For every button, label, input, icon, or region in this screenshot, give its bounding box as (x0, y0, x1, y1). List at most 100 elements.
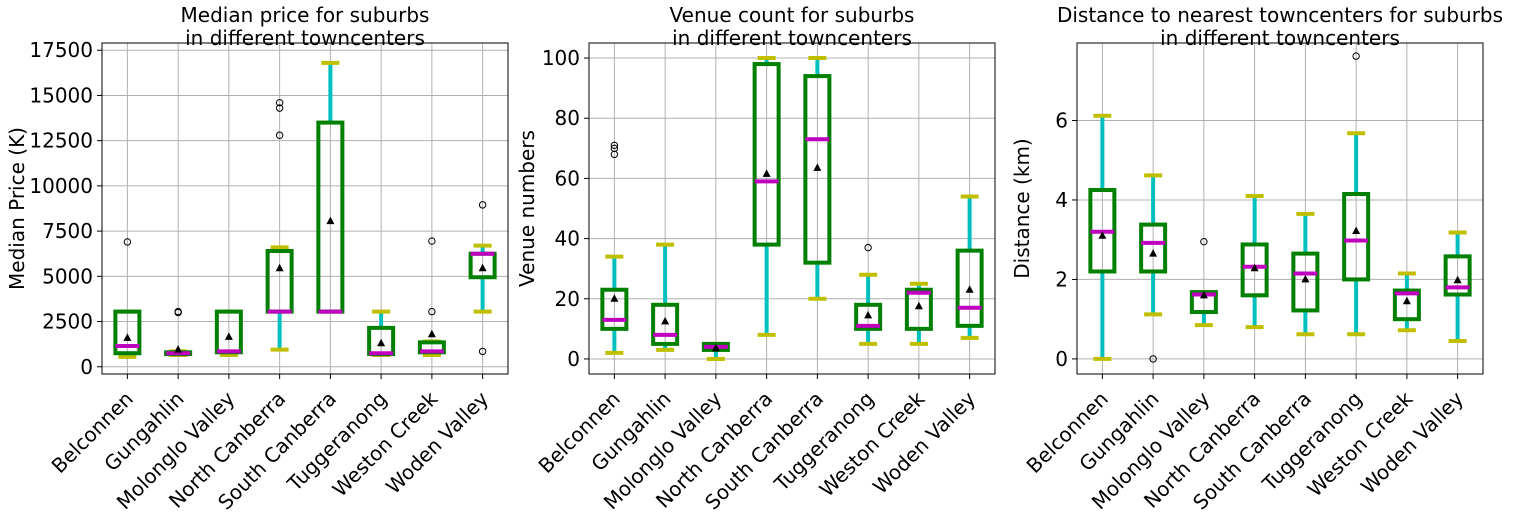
outlier-point (478, 347, 487, 356)
mean-marker (1301, 274, 1310, 283)
outlier-point (428, 237, 436, 245)
mean-marker (711, 343, 720, 352)
box-group (1139, 173, 1168, 363)
mean-marker (478, 263, 487, 272)
chart-title-line1: Venue count for suburbs (670, 3, 915, 27)
mean-marker (864, 310, 873, 319)
mean-marker (965, 285, 974, 293)
mean-marker (1149, 249, 1158, 257)
box-group (651, 242, 680, 352)
iqr-box (854, 302, 883, 331)
subplot-1: 025005000750010000125001500017500Belconn… (5, 3, 509, 514)
y-tick-label: 12500 (29, 129, 93, 153)
iqr-box (651, 302, 680, 346)
box-group (803, 56, 832, 301)
y-tick-label: 0 (80, 355, 93, 379)
box-group (1189, 237, 1218, 328)
outlier-point (275, 131, 284, 139)
box-group (1291, 211, 1320, 337)
iqr-box (752, 62, 781, 247)
axes-frame (1076, 42, 1484, 375)
y-tick-label: 5000 (42, 264, 93, 288)
box-group (417, 237, 446, 358)
mean-marker (1199, 290, 1208, 299)
box-group (113, 238, 142, 359)
chart-title-line2: in different towncenters (672, 26, 912, 50)
iqr-box (1443, 254, 1472, 297)
mean-marker (377, 338, 386, 347)
mean-marker (1453, 275, 1462, 284)
y-axis-label: Distance (km) (1010, 138, 1034, 278)
outlier-point (1200, 237, 1208, 246)
axes-frame (588, 42, 996, 375)
mean-marker (762, 169, 771, 177)
y-tick-label: 20 (555, 287, 580, 311)
y-tick-label: 2500 (42, 310, 93, 334)
mean-marker (224, 332, 233, 340)
outlier-point (174, 308, 182, 317)
y-tick-label: 0 (567, 347, 580, 371)
box-group (701, 341, 730, 361)
box-group (600, 141, 629, 355)
y-tick-label: 2 (1055, 267, 1068, 291)
y-tick-label: 100 (542, 46, 580, 70)
box-group (316, 60, 345, 314)
y-tick-label: 15000 (29, 83, 93, 107)
iqr-box (1291, 251, 1320, 313)
iqr-box (113, 309, 142, 356)
box-group (854, 243, 883, 346)
mean-marker (275, 263, 284, 272)
box-group (752, 56, 781, 337)
outlier-point (428, 307, 436, 316)
outlier-point (275, 98, 284, 107)
chart-title-line1: Median price for suburbs (181, 3, 430, 27)
outlier-point (1352, 52, 1360, 60)
y-tick-label: 80 (555, 106, 580, 130)
box-group (1392, 271, 1421, 333)
outlier-point (123, 238, 132, 246)
outlier-point (610, 144, 619, 153)
y-tick-label: 0 (1055, 347, 1068, 371)
box-group (1443, 230, 1472, 344)
y-tick-label: 40 (555, 227, 580, 251)
box-group (904, 281, 933, 346)
box-group (1240, 193, 1269, 330)
y-tick-label: 17500 (29, 38, 93, 62)
chart-title-line2: in different towncenters (1160, 26, 1400, 50)
mean-marker (1250, 263, 1259, 272)
y-tick-label: 60 (555, 166, 580, 190)
chart-title-line2: in different towncenters (185, 26, 425, 50)
outlier-point (1149, 355, 1157, 363)
outlier-point (275, 104, 284, 112)
box-group (367, 309, 396, 358)
mean-marker (427, 329, 436, 338)
iqr-box (1392, 288, 1421, 322)
box-group (214, 309, 243, 358)
axes-frame (101, 42, 509, 375)
outlier-point (610, 141, 619, 150)
y-tick-label: 4 (1055, 188, 1068, 212)
outlier-point (864, 243, 872, 252)
mean-marker (610, 294, 619, 302)
y-tick-label: 6 (1055, 108, 1068, 132)
chart-title-line1: Distance to nearest towncenters for subu… (1057, 3, 1503, 27)
iqr-box (904, 287, 933, 331)
box-group (164, 307, 193, 358)
box-group (1342, 52, 1371, 337)
y-axis-label: Median Price (K) (5, 127, 29, 290)
mean-marker (914, 301, 923, 310)
iqr-box (1240, 242, 1269, 298)
y-tick-label: 10000 (29, 174, 93, 198)
iqr-box (803, 74, 832, 265)
box-group (468, 201, 497, 356)
mean-marker (326, 216, 335, 225)
mean-marker (1098, 231, 1107, 239)
y-axis-label: Venue numbers (515, 130, 539, 287)
mean-marker (1402, 296, 1411, 305)
y-tick-label: 7500 (42, 219, 93, 243)
box-group (955, 194, 984, 340)
mean-marker (661, 316, 670, 325)
mean-marker (123, 333, 132, 341)
